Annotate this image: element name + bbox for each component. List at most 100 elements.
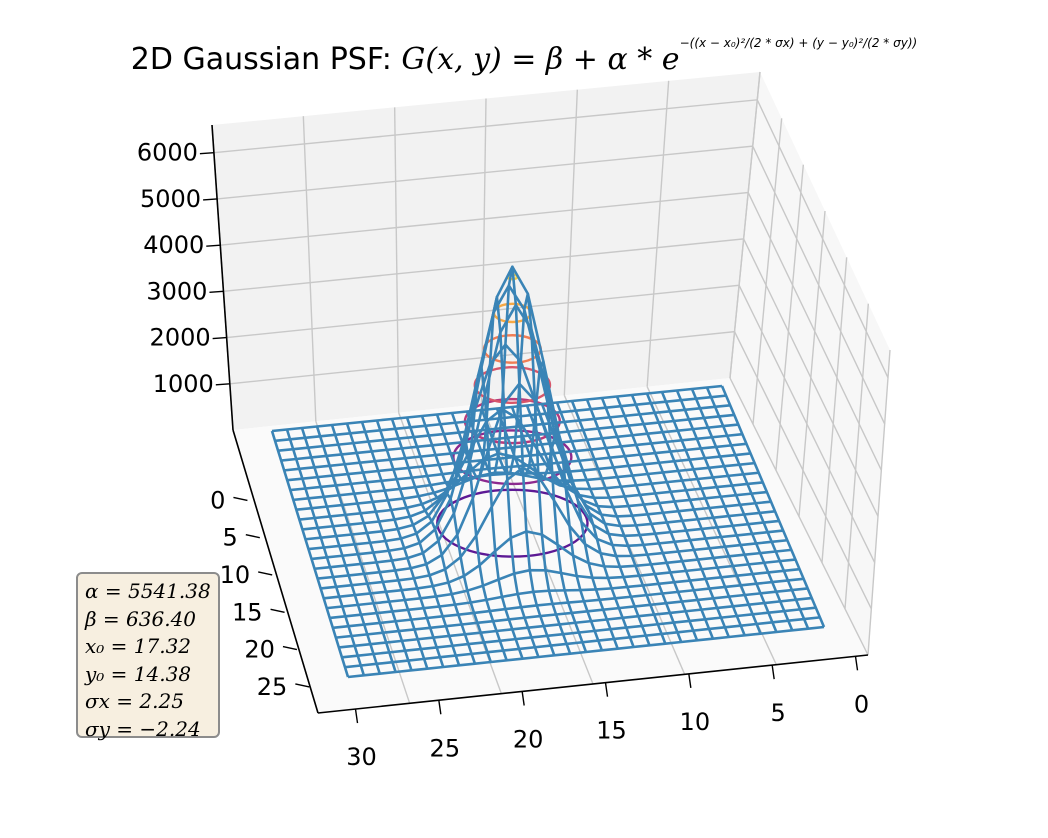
z-tick-mark — [206, 244, 221, 247]
x-tick-label: 5 — [771, 699, 786, 727]
x-tick-mark — [438, 700, 442, 715]
wire-line-x — [285, 429, 366, 676]
wire-line-x — [360, 421, 445, 668]
wire-line-x — [660, 391, 762, 635]
title-exponent: −((x − x₀)²/(2 * σx) + (y − y₀)²/(2 * σy… — [679, 36, 918, 50]
wire-line-y — [280, 413, 735, 462]
wire-line-x — [570, 400, 667, 645]
title-formula: G(x, y) = β + α * e — [401, 42, 680, 77]
z-grid-line — [226, 284, 876, 563]
param-alpha: α = 5541.38 — [85, 579, 211, 603]
wire-line-x — [270, 430, 350, 678]
wire-line-y — [284, 423, 739, 472]
x-tick-mark — [688, 673, 692, 688]
wire-line-y — [290, 442, 747, 492]
wire-line-x — [645, 393, 746, 636]
wire-line-y — [338, 596, 812, 649]
x-tick-mark — [521, 691, 525, 706]
z-tick-mark — [203, 198, 218, 201]
wire-line-x — [300, 427, 381, 675]
z-tick-mark — [212, 336, 227, 340]
side-grid-line — [798, 210, 826, 517]
y-tick-mark — [282, 645, 298, 651]
param-beta: β = 636.40 — [85, 606, 197, 631]
floor-grid-line — [398, 412, 502, 694]
z-tick-label: 2000 — [150, 324, 211, 352]
y-axis-line — [232, 429, 319, 714]
wire-line-x — [555, 402, 651, 646]
back-grid-line — [302, 116, 317, 422]
title-prefix: 2D Gaussian PSF: — [130, 42, 402, 77]
side-grid-line — [752, 118, 783, 425]
side-grid-line — [729, 71, 761, 379]
x-tick-mark — [771, 665, 775, 680]
y-tick-label: 10 — [220, 561, 251, 589]
param-sigma-x: σx = 2.25 — [85, 689, 184, 713]
wire-line-y — [341, 606, 816, 659]
wire-line-y — [308, 284, 772, 551]
back-grid-line — [646, 80, 670, 387]
x-tick-mark — [854, 656, 859, 671]
wire-line-y — [277, 403, 731, 452]
param-y0: y₀ = 14.38 — [85, 661, 192, 686]
wire-line-y — [317, 382, 784, 580]
x-tick-label: 0 — [854, 690, 869, 718]
x-tick-mark — [604, 682, 609, 697]
wire-line-y — [335, 587, 808, 639]
floor-grid-line — [729, 377, 869, 656]
side-grid-line — [775, 164, 805, 471]
z-tick-mark — [215, 383, 230, 386]
y-tick-label: 5 — [223, 524, 238, 552]
z-grid-line — [223, 238, 879, 517]
parameters-box: α = 5541.38 β = 636.40 x₀ = 17.32 y₀ = 1… — [76, 572, 220, 741]
y-tick-label: 0 — [210, 486, 225, 514]
wire-line-y — [314, 303, 780, 571]
z-grid-line — [217, 145, 886, 425]
wire-line-y — [274, 394, 727, 443]
wireframe-surface — [270, 265, 826, 679]
wire-line-x — [480, 292, 572, 655]
wire-line-y — [299, 452, 759, 521]
wire-line-x — [345, 423, 429, 670]
param-sigma-y: σy = −2.24 — [85, 716, 201, 741]
wire-line-x — [390, 418, 477, 665]
axis-lines — [211, 124, 869, 714]
z-grid-line — [229, 330, 872, 610]
wire-line-y — [302, 407, 763, 531]
z-tick-label: 1000 — [153, 370, 214, 398]
back-grid-line — [393, 107, 400, 413]
wire-line-y — [344, 616, 821, 669]
param-x0: x₀ = 17.32 — [85, 634, 192, 658]
y-tick-label: 15 — [232, 598, 263, 626]
wire-line-y — [311, 265, 776, 561]
y-tick-mark — [258, 571, 273, 576]
x-tick-label: 25 — [430, 734, 461, 762]
wire-line-x — [375, 420, 461, 666]
z-tick-label: 6000 — [137, 139, 198, 167]
axis-ticks: 1000 2000 3000 4000 5000 6000 0 5 10 15 20 25 30 25 20… — [137, 139, 869, 771]
wire-line-x — [690, 388, 794, 631]
back-pane — [212, 72, 760, 430]
wire-line-y — [332, 577, 804, 630]
z-tick-mark — [209, 290, 224, 294]
wire-line-x — [705, 386, 810, 630]
side-grid-line — [821, 257, 848, 563]
wire-line-y — [347, 625, 825, 679]
wire-line-y — [320, 466, 788, 590]
side-grid-line — [867, 349, 891, 656]
y-tick-mark — [233, 496, 248, 502]
wire-line-x — [405, 417, 493, 663]
y-tick-mark — [295, 683, 310, 688]
wire-line-x — [315, 426, 397, 673]
contour-ring — [452, 429, 573, 486]
x-tick-label: 10 — [680, 708, 711, 736]
x-tick-mark — [354, 708, 359, 724]
wire-line-x — [720, 385, 826, 628]
chart-title: 2D Gaussian PSF: G(x, y) = β + α * e−((x… — [0, 36, 1048, 77]
y-tick-mark — [245, 533, 260, 539]
x-tick-label: 30 — [346, 743, 377, 771]
z-axis-line — [211, 124, 234, 431]
wire-line-x — [585, 399, 683, 643]
floor-grid-line — [480, 403, 594, 685]
